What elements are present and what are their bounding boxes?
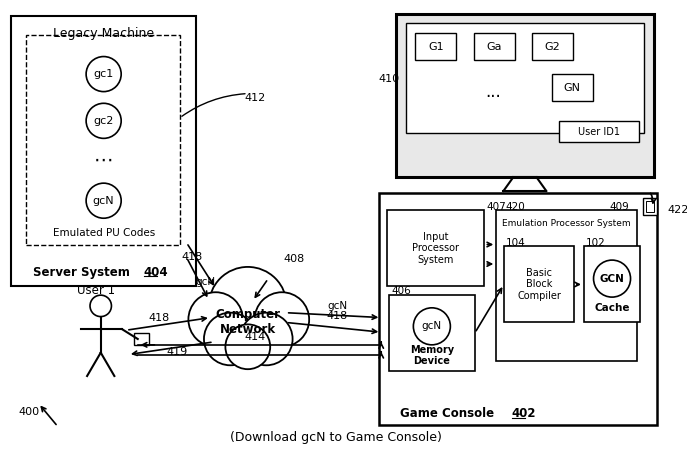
Bar <box>387 211 484 286</box>
Bar <box>643 198 657 215</box>
Text: 418: 418 <box>181 252 203 262</box>
Circle shape <box>188 292 243 347</box>
Bar <box>532 33 573 60</box>
Bar <box>379 193 657 425</box>
Text: 418: 418 <box>327 311 348 321</box>
Text: G2: G2 <box>545 42 561 52</box>
Text: Cache: Cache <box>594 303 630 313</box>
Circle shape <box>255 292 309 347</box>
Circle shape <box>204 313 256 365</box>
Text: 419: 419 <box>166 347 188 357</box>
Text: Emulation Processor System: Emulation Processor System <box>502 219 631 227</box>
Text: 410: 410 <box>379 74 400 84</box>
Text: 402: 402 <box>512 408 537 420</box>
Text: GCN: GCN <box>600 274 624 284</box>
Text: 422: 422 <box>668 205 687 216</box>
Text: gcN: gcN <box>196 276 216 287</box>
Text: 420: 420 <box>506 202 526 212</box>
Text: Legacy Machine: Legacy Machine <box>53 27 154 40</box>
Bar <box>646 201 654 212</box>
Text: 400: 400 <box>18 407 39 417</box>
Bar <box>134 333 150 345</box>
Text: Ga: Ga <box>486 42 502 52</box>
Circle shape <box>225 324 270 369</box>
Text: 412: 412 <box>244 93 265 103</box>
Bar <box>584 246 640 323</box>
Text: 418: 418 <box>148 313 170 323</box>
Bar <box>11 16 196 286</box>
Bar <box>25 35 179 245</box>
Bar <box>496 211 638 361</box>
Text: 404: 404 <box>144 266 168 279</box>
Text: 102: 102 <box>586 237 605 248</box>
Circle shape <box>86 183 121 218</box>
Text: ⋯: ⋯ <box>94 150 113 169</box>
Bar <box>389 295 475 371</box>
Circle shape <box>86 57 121 92</box>
Bar <box>474 33 515 60</box>
Text: 406: 406 <box>391 286 411 296</box>
Bar <box>504 246 574 323</box>
Text: (Download gcN to Game Console): (Download gcN to Game Console) <box>229 431 441 444</box>
Text: 104: 104 <box>506 237 526 248</box>
Circle shape <box>594 260 631 297</box>
Text: Computer
Network: Computer Network <box>215 308 280 337</box>
Text: 409: 409 <box>610 202 629 212</box>
Circle shape <box>209 267 286 345</box>
Bar <box>559 121 640 142</box>
Text: G1: G1 <box>428 42 444 52</box>
Text: Input
Processor
System: Input Processor System <box>412 232 460 265</box>
Circle shape <box>414 308 451 345</box>
Text: User ID1: User ID1 <box>578 126 620 136</box>
Text: Memory
Device: Memory Device <box>410 345 454 366</box>
Circle shape <box>240 313 293 365</box>
Bar <box>416 33 456 60</box>
Text: Server System: Server System <box>33 266 130 279</box>
Text: 414: 414 <box>244 332 265 342</box>
Text: 408: 408 <box>283 254 304 264</box>
Text: ...: ... <box>485 82 501 101</box>
Text: gc1: gc1 <box>93 69 114 79</box>
Bar <box>552 74 593 101</box>
Text: gcN: gcN <box>327 301 348 311</box>
Text: gcN: gcN <box>422 321 442 331</box>
Circle shape <box>86 103 121 138</box>
Bar <box>405 24 644 134</box>
Text: Emulated PU Codes: Emulated PU Codes <box>52 228 155 238</box>
Text: gc2: gc2 <box>93 116 114 126</box>
Bar <box>396 14 654 177</box>
Text: GN: GN <box>563 83 581 93</box>
Text: gcN: gcN <box>93 196 115 206</box>
Text: User 1: User 1 <box>77 284 115 297</box>
Text: 407: 407 <box>486 202 506 212</box>
Text: Game Console: Game Console <box>401 408 495 420</box>
Circle shape <box>90 295 111 317</box>
Text: Basic
Block
Compiler: Basic Block Compiler <box>517 268 561 301</box>
